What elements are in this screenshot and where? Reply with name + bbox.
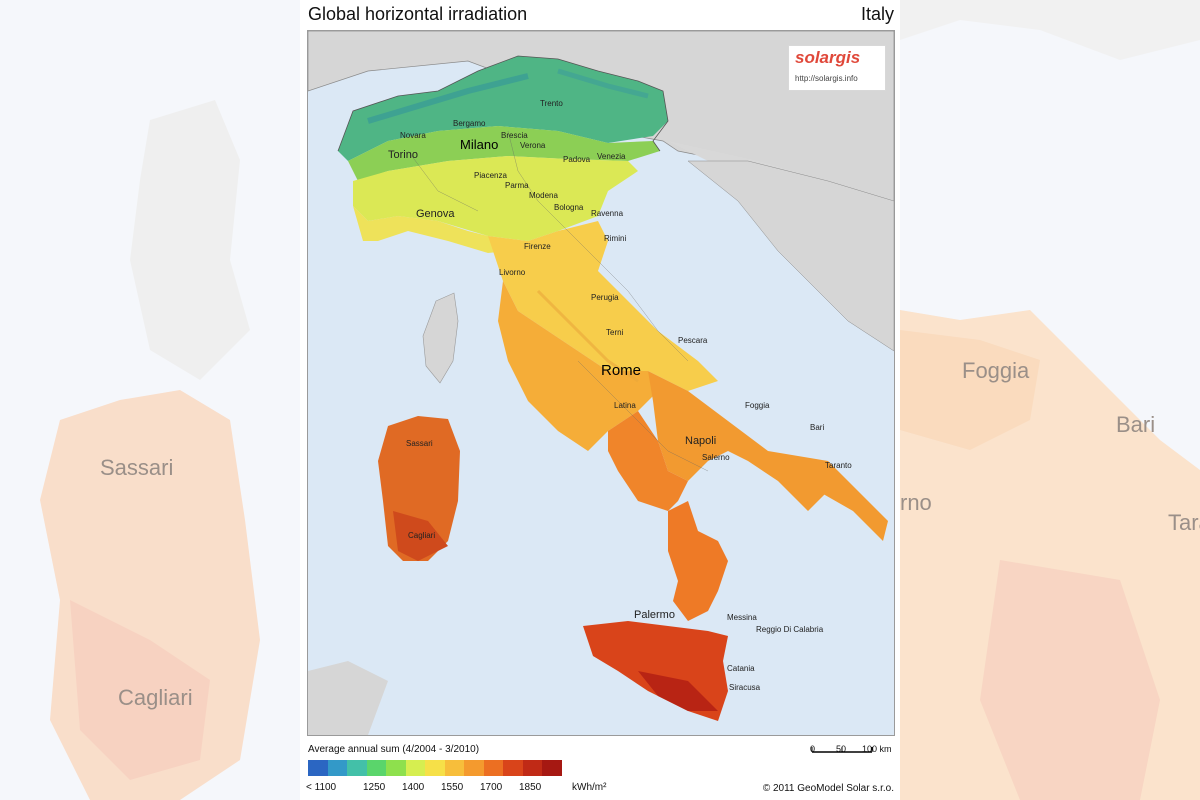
city-label: Latina bbox=[614, 401, 636, 410]
background-left-panel: Sassari Cagliari bbox=[0, 0, 300, 800]
legend-swatch bbox=[327, 760, 347, 776]
scale-bar bbox=[811, 747, 873, 753]
city-label: Sassari bbox=[406, 439, 433, 448]
legend-swatch bbox=[425, 760, 445, 776]
city-label: Livorno bbox=[499, 268, 526, 277]
city-label: Rimini bbox=[604, 234, 627, 243]
legend-swatch bbox=[503, 760, 523, 776]
city-label: Milano bbox=[460, 137, 499, 152]
city-label: Catania bbox=[727, 664, 755, 673]
legend-swatch bbox=[347, 760, 367, 776]
city-label: Ravenna bbox=[591, 209, 624, 218]
legend-tick: 1400 bbox=[402, 782, 425, 793]
map-graphic bbox=[308, 31, 894, 735]
scale-label: 50 bbox=[836, 744, 847, 754]
bg-label-salerno-partial: rno bbox=[900, 490, 932, 515]
legend-swatch bbox=[444, 760, 464, 776]
legend-swatch bbox=[386, 760, 406, 776]
bg-label-bari: Bari bbox=[1116, 412, 1156, 437]
map-title: Global horizontal irradiation bbox=[308, 4, 528, 24]
bg-label-taranto-partial: Tara bbox=[1168, 510, 1200, 535]
city-label: Brescia bbox=[501, 131, 528, 140]
city-label: Napoli bbox=[685, 435, 717, 447]
bg-label-foggia: Foggia bbox=[962, 358, 1030, 383]
scale-label: 100 km bbox=[862, 744, 892, 754]
city-label: Perugia bbox=[591, 293, 619, 302]
city-label: Torino bbox=[388, 149, 418, 161]
legend-swatch bbox=[366, 760, 386, 776]
logo-text: solargis bbox=[795, 48, 861, 67]
map-country: Italy bbox=[860, 4, 894, 24]
legend-swatch bbox=[522, 760, 542, 776]
city-label: Terni bbox=[606, 328, 624, 337]
map-panel: Global horizontal irradiation Italy bbox=[300, 0, 900, 800]
legend-color-bar bbox=[308, 760, 562, 776]
city-label: Padova bbox=[563, 155, 591, 164]
city-label: Cagliari bbox=[408, 531, 436, 540]
irradiation-map: Milano Torino Genova Novara Bergamo Bres… bbox=[307, 30, 895, 736]
legend-swatch bbox=[464, 760, 484, 776]
city-label: Modena bbox=[529, 191, 558, 200]
background-fade bbox=[900, 0, 1200, 800]
city-label: Bologna bbox=[554, 203, 584, 212]
city-label: Firenze bbox=[524, 242, 551, 251]
background-right-panel: Foggia Bari rno Tara bbox=[900, 0, 1200, 800]
city-label: Novara bbox=[400, 131, 426, 140]
legend-tick: 1700 bbox=[480, 782, 503, 793]
city-label: Pescara bbox=[678, 336, 708, 345]
bg-label-cagliari: Cagliari bbox=[118, 685, 193, 710]
legend-tick: 1550 bbox=[441, 782, 464, 793]
legend-title: Average annual sum (4/2004 - 3/2010) bbox=[308, 744, 480, 755]
city-label: Foggia bbox=[745, 401, 770, 410]
legend-tick: 1250 bbox=[363, 782, 386, 793]
city-label: Trento bbox=[540, 99, 563, 108]
city-label: Messina bbox=[727, 613, 757, 622]
city-label: Reggio Di Calabria bbox=[756, 625, 824, 634]
background-fade bbox=[0, 0, 300, 800]
city-label: Siracusa bbox=[729, 683, 761, 692]
city-label: Genova bbox=[416, 208, 455, 220]
solargis-logo[interactable]: solargis http://solargis.info bbox=[788, 45, 886, 91]
city-label: Taranto bbox=[825, 461, 852, 470]
logo-url[interactable]: http://solargis.info bbox=[795, 74, 858, 83]
legend-swatch bbox=[483, 760, 503, 776]
legend-swatch bbox=[405, 760, 425, 776]
legend-unit: kWh/m² bbox=[572, 782, 607, 793]
legend-tick: < 1100 bbox=[306, 782, 337, 793]
copyright-text: © 2011 GeoModel Solar s.r.o. bbox=[762, 783, 894, 794]
city-label: Rome bbox=[601, 362, 642, 379]
city-label: Venezia bbox=[597, 152, 626, 161]
bg-label-sassari: Sassari bbox=[100, 455, 174, 480]
legend-swatch bbox=[308, 760, 328, 776]
city-label: Parma bbox=[505, 181, 529, 190]
city-label: Bergamo bbox=[453, 119, 486, 128]
legend-swatch bbox=[542, 760, 562, 776]
city-label: Piacenza bbox=[474, 171, 507, 180]
city-label: Palermo bbox=[634, 609, 675, 621]
scale-label: 0 bbox=[810, 744, 816, 754]
city-label: Salerno bbox=[702, 453, 730, 462]
city-label: Bari bbox=[810, 423, 825, 432]
city-label: Verona bbox=[520, 141, 546, 150]
legend-tick: 1850 bbox=[519, 782, 542, 793]
